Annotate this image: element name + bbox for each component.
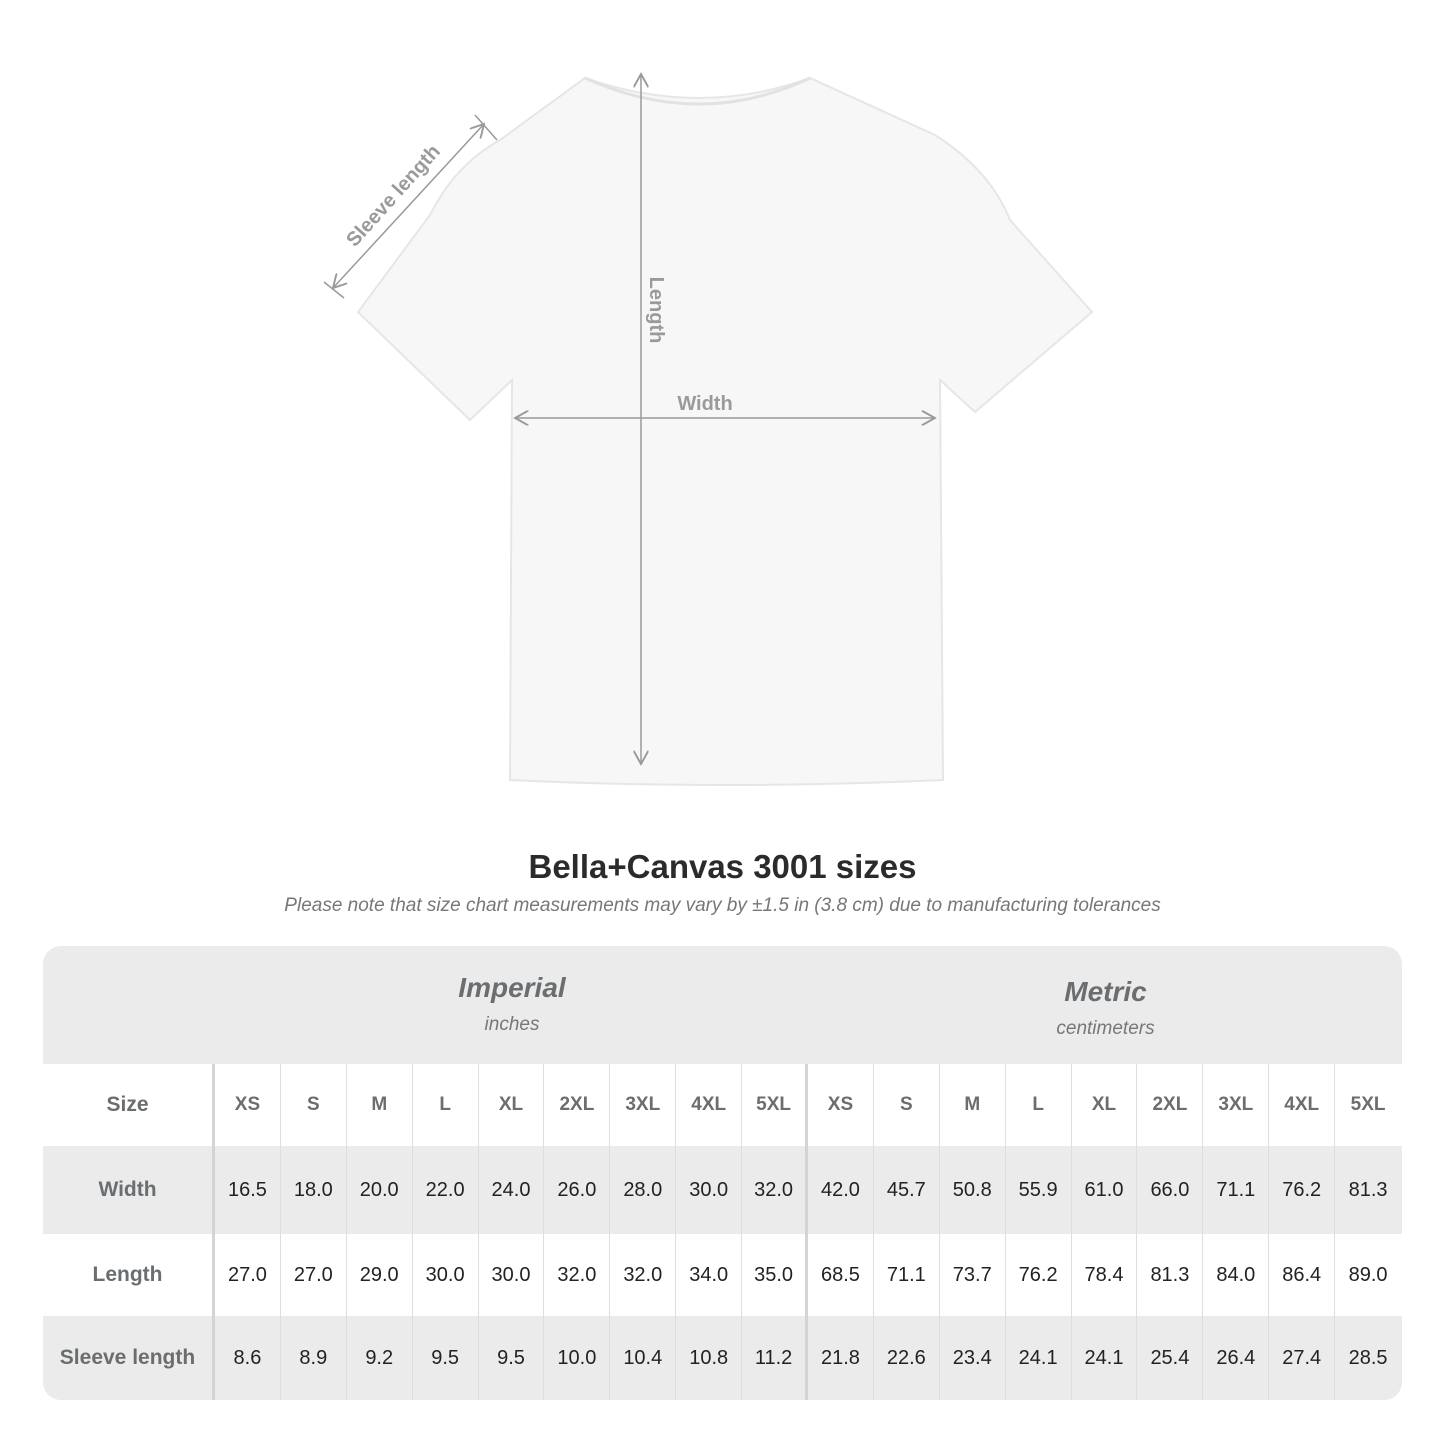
size-header-cell: L [413,1064,479,1146]
table-cell: 11.2 [742,1316,809,1400]
table-row: Length 27.0 27.0 29.0 30.0 30.0 32.0 32.0 34.0 35… [43,1234,1402,1316]
table-cell: 84.0 [1203,1234,1270,1316]
row-label: Width [43,1146,215,1234]
size-header-cell: XL [479,1064,545,1146]
table-cell: 30.0 [413,1234,479,1316]
tshirt-diagram: Width Length Sleeve length [323,0,1094,786]
table-row: Width 16.5 18.0 20.0 22.0 24.0 26.0 28.0 30.0 32.… [43,1146,1402,1234]
metric-label: Metric [1064,976,1147,1007]
table-cell: 29.0 [347,1234,413,1316]
table-cell: 32.0 [544,1234,611,1316]
table-cell: 71.1 [874,1234,940,1316]
table-cell: 61.0 [1072,1146,1138,1234]
size-header-cell: XL [1072,1064,1138,1146]
table-cell: 10.0 [544,1316,611,1400]
size-header-cell: XS [215,1064,281,1146]
table-cell: 9.2 [347,1316,413,1400]
tolerance-note: Please note that size chart measurements… [284,895,1161,916]
table-cell: 10.8 [676,1316,743,1400]
table-cell: 27.4 [1269,1316,1336,1400]
table-cell: 32.0 [610,1234,677,1316]
table-cell: 73.7 [940,1234,1006,1316]
table-cell: 25.4 [1137,1316,1204,1400]
table-cell: 16.5 [215,1146,281,1234]
table-cell: 9.5 [479,1316,545,1400]
size-header-cell: 4XL [1269,1064,1336,1146]
table-cell: 22.0 [413,1146,479,1234]
table-cell: 10.4 [610,1316,677,1400]
size-header-cell: S [281,1064,347,1146]
table-cell: 55.9 [1006,1146,1072,1234]
table-cell: 66.0 [1137,1146,1204,1234]
sleeve-measure-line [333,124,484,288]
size-header-cell: S [874,1064,940,1146]
table-cell: 89.0 [1348,1263,1388,1286]
table-cell: 81.3 [1348,1178,1388,1201]
table-cell: 24.1 [1006,1316,1072,1400]
table-cell: 71.1 [1203,1146,1270,1234]
size-header-row: Size XS S M L XL 2XL 3XL 4XL 5XL XS S M L XL 2XL 3XL 4XL 5… [43,1064,1402,1146]
table-cell: 9.5 [413,1316,479,1400]
table-row: Sleeve length 8.6 8.9 9.2 9.5 9.5 10.0 10.4 10.8… [43,1316,1402,1400]
table-cell: 50.8 [940,1146,1006,1234]
metric-header: Metric centimeters [809,946,1402,1094]
table-cell: 8.9 [281,1316,347,1400]
size-header-cell: 2XL [544,1064,611,1146]
table-cell: 81.3 [1137,1234,1204,1316]
size-header-cell: 5XL [742,1064,809,1146]
table-cell: 8.6 [215,1316,281,1400]
row-label: Sleeve length [43,1316,215,1400]
imperial-header: Imperial inches [215,946,809,1090]
width-label: Width [677,393,732,415]
table-cell: 27.0 [281,1234,347,1316]
size-header-cell: XS [808,1064,874,1146]
size-header-cell: 2XL [1137,1064,1204,1146]
table-cell: 26.0 [544,1146,611,1234]
table-cell: 86.4 [1269,1234,1336,1316]
table-cell: 20.0 [347,1146,413,1234]
size-header-cell: 3XL [1203,1064,1270,1146]
table-cell: 34.0 [676,1234,743,1316]
table-cell: 30.0 [479,1234,545,1316]
size-header-cell: M [347,1064,413,1146]
table-cell: 18.0 [281,1146,347,1234]
table-cell: 68.5 [808,1234,874,1316]
table-cell: 30.0 [676,1146,743,1234]
row-label: Length [43,1234,215,1316]
imperial-label: Imperial [458,972,566,1003]
table-cell: 45.7 [874,1146,940,1234]
imperial-unit: inches [484,1014,540,1035]
size-header-cell: 4XL [676,1064,743,1146]
table-cell: 23.4 [940,1316,1006,1400]
size-header-cell: M [940,1064,1006,1146]
table-cell: 26.4 [1203,1316,1270,1400]
table-cell: 24.1 [1072,1316,1138,1400]
table-cell: 28.5 [1348,1346,1388,1369]
metric-unit: centimeters [1056,1018,1155,1039]
table-cell: 42.0 [808,1146,874,1234]
row-label: Size [43,1064,215,1146]
size-table: Imperial inches Metric centimeters Size X… [43,946,1402,1400]
size-header-cell: L [1006,1064,1072,1146]
table-cell: 76.2 [1006,1234,1072,1316]
page-title: Bella+Canvas 3001 sizes [528,848,917,885]
tshirt-shape [356,76,1094,786]
table-cell: 24.0 [479,1146,545,1234]
size-header-cell: 3XL [610,1064,677,1146]
length-label: Length [645,277,667,344]
table-cell: 28.0 [610,1146,677,1234]
table-cell: 27.0 [215,1234,281,1316]
table-cell: 22.6 [874,1316,940,1400]
table-cell: 35.0 [742,1234,809,1316]
table-cell: 78.4 [1072,1234,1138,1316]
table-cell: 32.0 [742,1146,809,1234]
table-cell: 21.8 [808,1316,874,1400]
size-header-cell: 5XL [1350,1094,1386,1115]
table-cell: 76.2 [1269,1146,1336,1234]
